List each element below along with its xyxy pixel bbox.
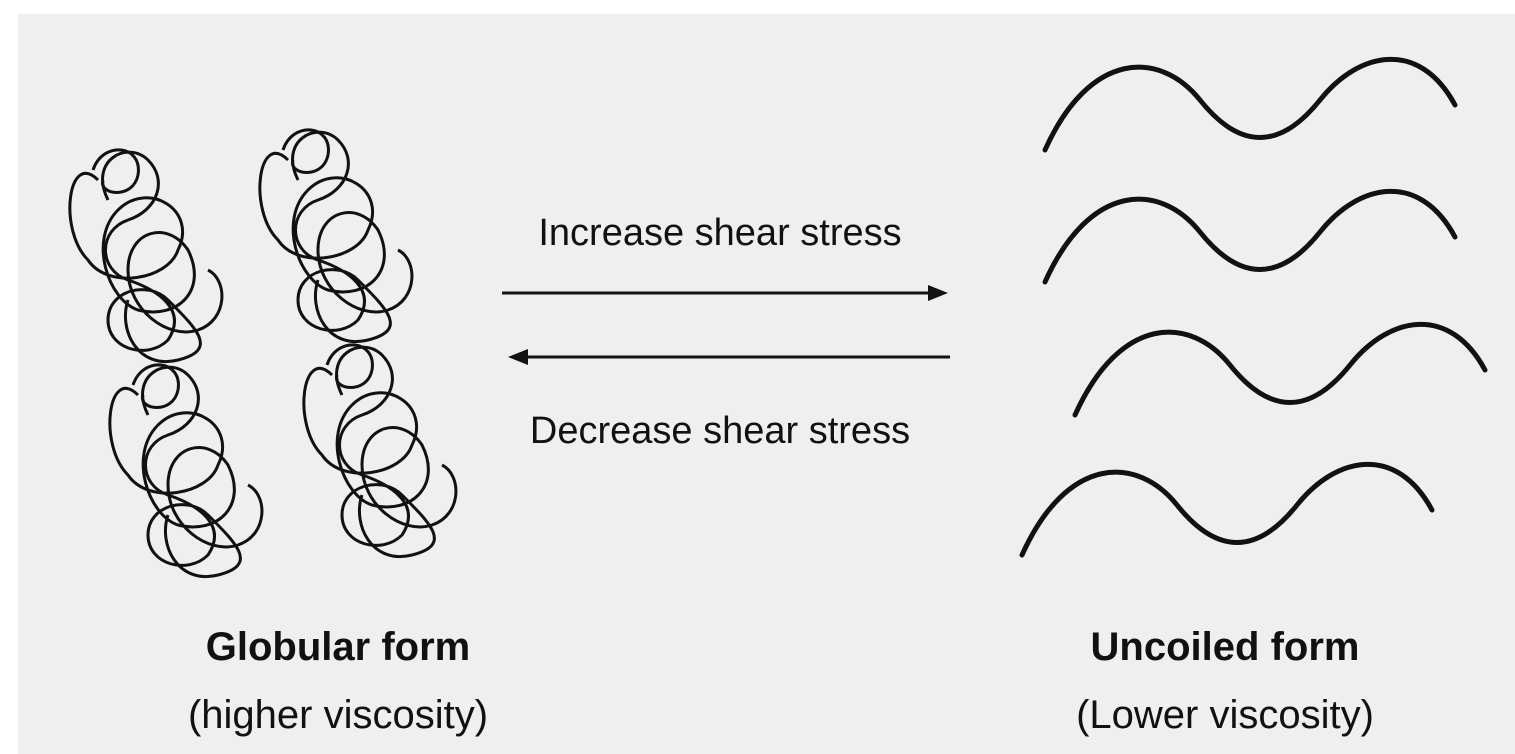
right-title: Uncoiled form: [1091, 625, 1360, 669]
right-subtitle: (Lower viscosity): [1076, 693, 1374, 737]
left-title: Globular form: [206, 625, 470, 669]
arrow-label: Increase shear stress: [538, 212, 901, 254]
left-subtitle: (higher viscosity): [188, 693, 488, 737]
arrow-label: Decrease shear stress: [530, 410, 910, 452]
arrowhead: [928, 285, 948, 301]
uncoiled-waves: [1019, 56, 1488, 558]
arrowhead: [508, 349, 528, 365]
